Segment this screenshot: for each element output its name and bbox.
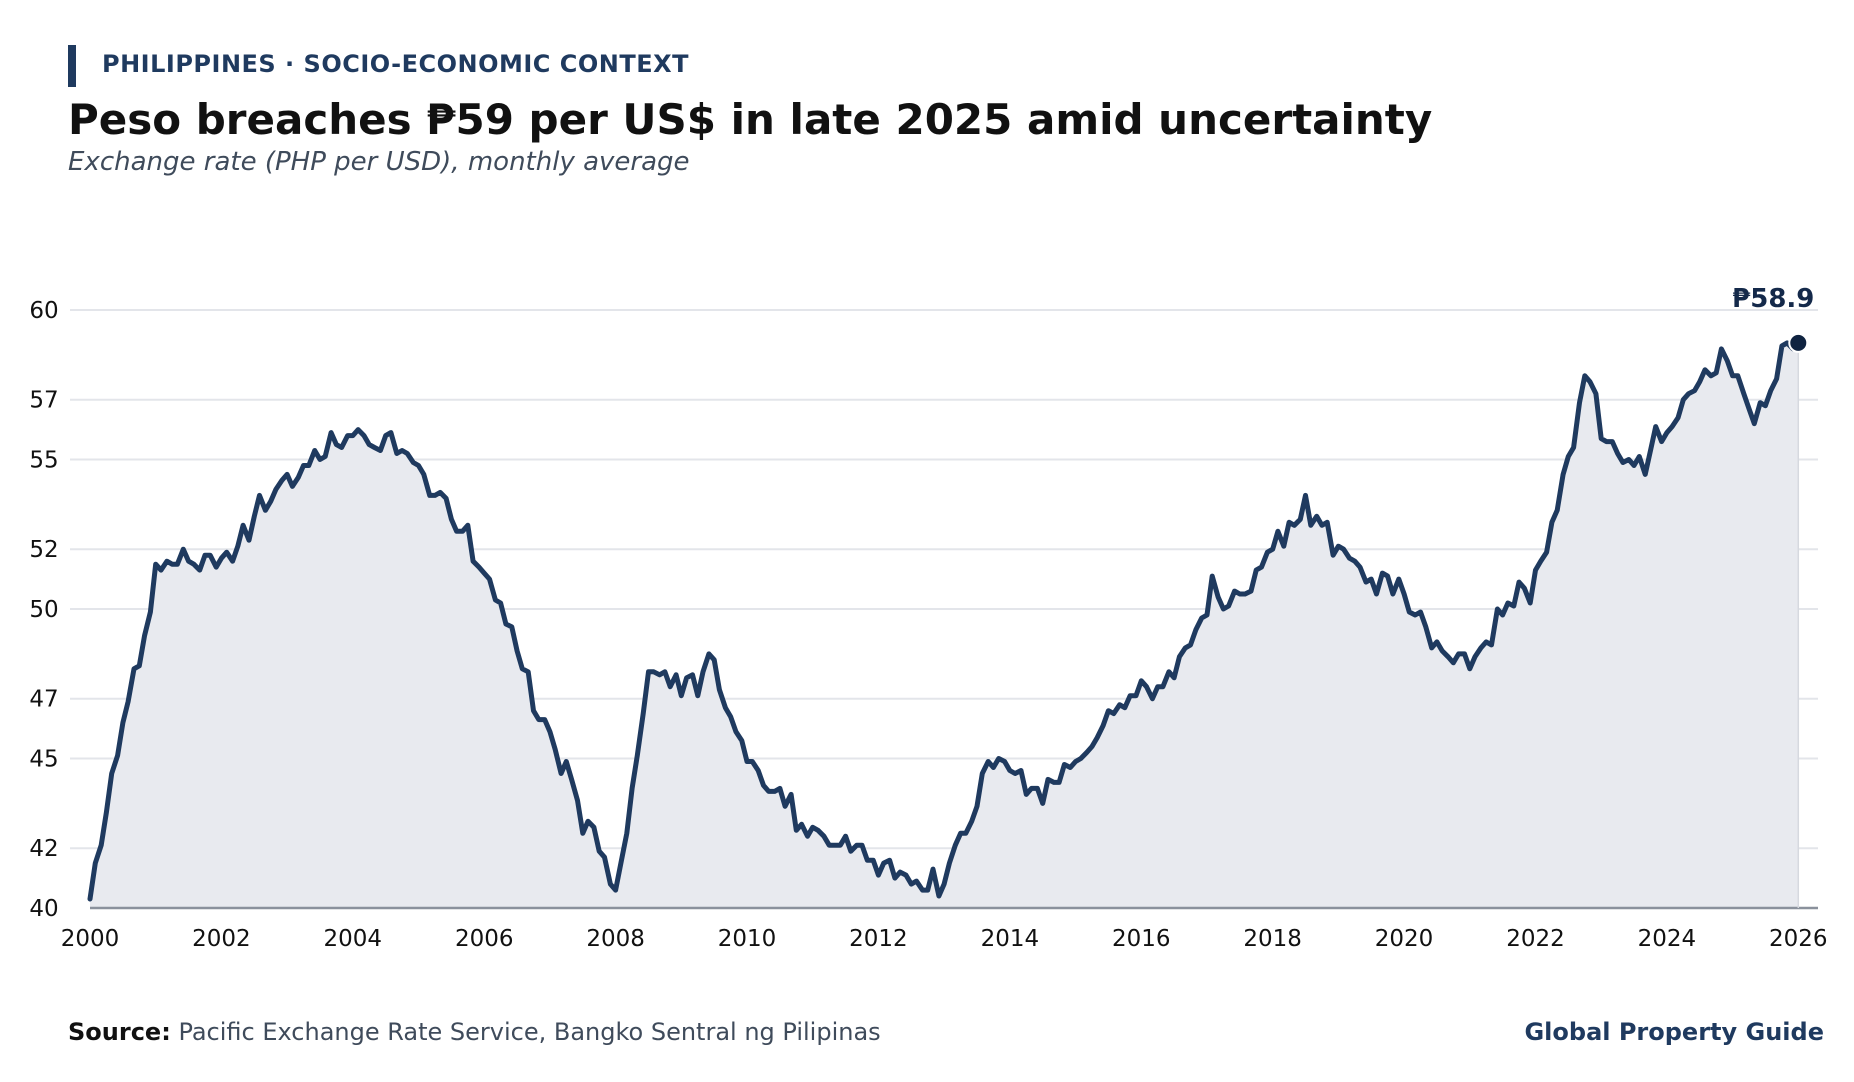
brand-name: Global Property Guide: [1524, 1018, 1824, 1046]
y-tick-label: 42: [29, 836, 58, 862]
source-note: Source: Pacific Exchange Rate Service, B…: [68, 1018, 881, 1046]
x-tick-label: 2014: [981, 926, 1040, 952]
y-tick-labels: 40 42 45 47 50 52 55 57 60: [29, 298, 58, 922]
chart-subtitle: Exchange rate (PHP per USD), monthly ave…: [68, 147, 690, 177]
series-line: [87, 340, 1801, 902]
end-point-marker: [1788, 332, 1809, 353]
x-tick-label: 2012: [849, 926, 908, 952]
source-label: Source:: [68, 1018, 171, 1046]
chart-title: Peso breaches ₱59 per US$ in late 2025 a…: [68, 95, 1433, 144]
y-tick-label: 45: [29, 747, 58, 773]
y-tick-label: 50: [29, 597, 58, 623]
y-tick-label: 47: [29, 687, 58, 713]
end-value-label: ₱58.9: [1732, 284, 1814, 314]
x-tick-label: 2016: [1112, 926, 1171, 952]
x-tick-label: 2022: [1506, 926, 1565, 952]
source-text: Pacific Exchange Rate Service, Bangko Se…: [178, 1018, 881, 1046]
y-tick-label: 55: [29, 448, 58, 474]
x-tick-label: 2026: [1769, 926, 1828, 952]
y-tick-label: 57: [29, 388, 58, 414]
x-tick-label: 2004: [324, 926, 383, 952]
x-tick-label: 2024: [1638, 926, 1697, 952]
x-tick-label: 2010: [718, 926, 777, 952]
y-tick-label: 60: [29, 298, 58, 324]
y-tick-label: 40: [29, 896, 58, 922]
kicker-accent-bar: [68, 45, 76, 87]
x-tick-label: 2008: [586, 926, 645, 952]
x-tick-label: 2018: [1243, 926, 1302, 952]
y-tick-label: 52: [29, 537, 58, 563]
x-tick-label: 2020: [1375, 926, 1434, 952]
x-tick-label: 2000: [61, 926, 120, 952]
area-fill: [90, 342, 1799, 908]
x-tick-labels: 2000 2002 2004 2006 2008 2010 2012 2014 2016 2018…: [61, 926, 1828, 952]
x-tick-label: 2006: [455, 926, 514, 952]
chart-kicker: PHILIPPINES · SOCIO-ECONOMIC CONTEXT: [102, 50, 689, 78]
x-tick-label: 2002: [192, 926, 251, 952]
